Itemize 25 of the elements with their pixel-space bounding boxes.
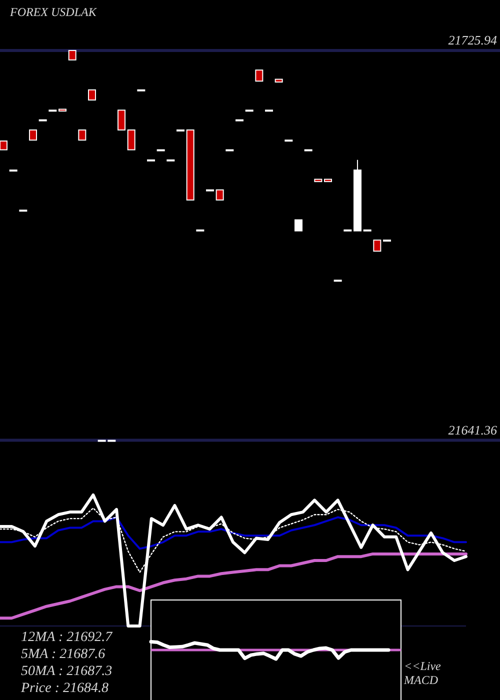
candlestick: [216, 189, 224, 201]
ref-line-label: 21725.94: [448, 32, 498, 48]
candlestick: [354, 159, 362, 232]
candlestick: [127, 129, 136, 150]
candlestick: [88, 89, 96, 101]
ref-line-label: 21641.36: [448, 422, 498, 438]
text: <<Live MACD: [403, 659, 442, 687]
candlestick: [314, 178, 322, 182]
candlestick: [373, 240, 382, 252]
candlestick: [29, 129, 37, 141]
text: 5MA : 21687.6: [21, 647, 106, 662]
candlestick: [294, 219, 302, 232]
candlestick: [78, 129, 86, 141]
candlestick: [274, 78, 283, 83]
candlestick: [68, 50, 76, 60]
candlestick: [255, 70, 264, 82]
text: Price : 21684.8: [20, 681, 108, 696]
candlestick: [186, 129, 194, 201]
candlestick: [324, 178, 332, 182]
chart-title: FOREX USDLAK: [9, 5, 98, 19]
candlestick: [58, 108, 66, 112]
candlestick: [0, 140, 8, 150]
text: 12MA : 21692.7: [21, 630, 114, 645]
candlestick: [118, 110, 126, 130]
text: 50MA : 21687.3: [21, 664, 112, 679]
